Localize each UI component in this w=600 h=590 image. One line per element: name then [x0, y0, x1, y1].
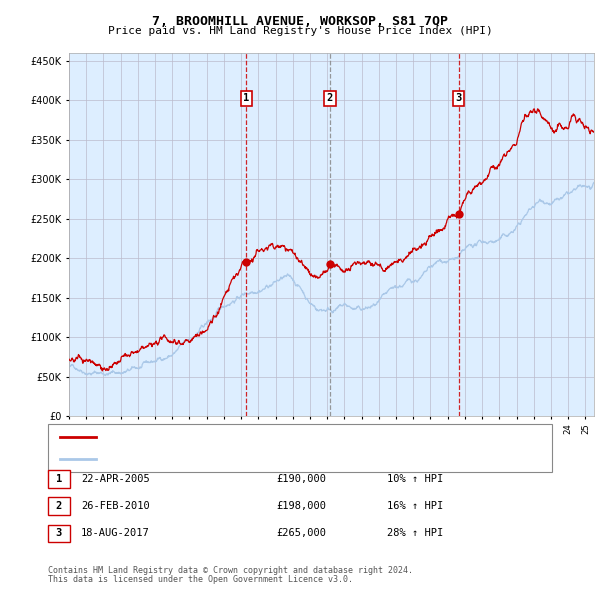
Text: 16% ↑ HPI: 16% ↑ HPI	[387, 502, 443, 511]
Text: 22-APR-2005: 22-APR-2005	[81, 474, 150, 484]
Text: 3: 3	[56, 529, 62, 538]
Text: 28% ↑ HPI: 28% ↑ HPI	[387, 529, 443, 538]
Text: 3: 3	[455, 93, 461, 103]
Text: Contains HM Land Registry data © Crown copyright and database right 2024.: Contains HM Land Registry data © Crown c…	[48, 566, 413, 575]
Text: Price paid vs. HM Land Registry's House Price Index (HPI): Price paid vs. HM Land Registry's House …	[107, 26, 493, 36]
Text: 2: 2	[56, 502, 62, 511]
Text: This data is licensed under the Open Government Licence v3.0.: This data is licensed under the Open Gov…	[48, 575, 353, 584]
Text: 1: 1	[244, 93, 250, 103]
Text: £198,000: £198,000	[276, 502, 326, 511]
Text: 26-FEB-2010: 26-FEB-2010	[81, 502, 150, 511]
Text: 18-AUG-2017: 18-AUG-2017	[81, 529, 150, 538]
Text: 2: 2	[326, 93, 333, 103]
Text: 10% ↑ HPI: 10% ↑ HPI	[387, 474, 443, 484]
Text: 1: 1	[56, 474, 62, 484]
Text: 7, BROOMHILL AVENUE, WORKSOP, S81 7QP: 7, BROOMHILL AVENUE, WORKSOP, S81 7QP	[152, 15, 448, 28]
Text: £190,000: £190,000	[276, 474, 326, 484]
Text: HPI: Average price, detached house, Bassetlaw: HPI: Average price, detached house, Bass…	[105, 454, 370, 464]
Text: £265,000: £265,000	[276, 529, 326, 538]
Text: 7, BROOMHILL AVENUE, WORKSOP, S81 7QP (detached house): 7, BROOMHILL AVENUE, WORKSOP, S81 7QP (d…	[105, 432, 422, 442]
